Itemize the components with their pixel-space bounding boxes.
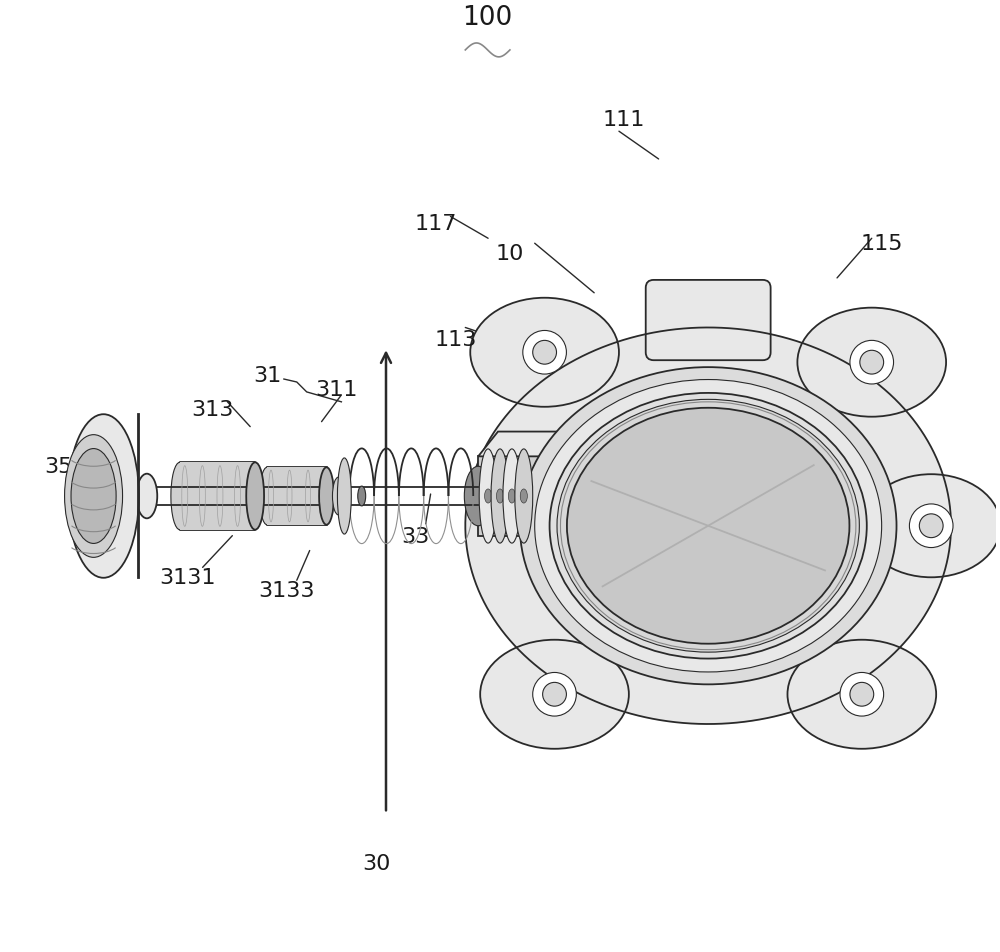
Polygon shape [180, 463, 255, 530]
Circle shape [533, 673, 576, 716]
Polygon shape [465, 328, 951, 724]
Ellipse shape [485, 489, 492, 504]
Ellipse shape [171, 463, 189, 530]
Ellipse shape [485, 328, 932, 724]
Text: 111: 111 [603, 110, 645, 130]
Ellipse shape [480, 640, 629, 749]
Polygon shape [478, 457, 562, 536]
Text: 313: 313 [191, 399, 234, 419]
Ellipse shape [550, 393, 867, 659]
Circle shape [523, 331, 566, 375]
Circle shape [919, 514, 943, 538]
Ellipse shape [260, 467, 274, 526]
Text: 30: 30 [362, 853, 390, 873]
Text: 117: 117 [414, 214, 457, 234]
Ellipse shape [496, 489, 504, 504]
Ellipse shape [557, 400, 859, 652]
Ellipse shape [797, 308, 946, 417]
Text: 113: 113 [434, 330, 477, 350]
Circle shape [860, 351, 884, 375]
Ellipse shape [520, 367, 897, 684]
Text: 115: 115 [860, 234, 903, 254]
Ellipse shape [358, 486, 366, 506]
Ellipse shape [68, 415, 139, 578]
Text: 311: 311 [315, 380, 358, 400]
Polygon shape [478, 432, 582, 457]
Circle shape [543, 683, 566, 706]
Text: 100: 100 [462, 5, 512, 31]
Circle shape [909, 505, 953, 548]
Ellipse shape [787, 640, 936, 749]
Ellipse shape [520, 489, 527, 504]
Ellipse shape [337, 459, 351, 534]
Text: 3131: 3131 [159, 567, 216, 587]
Ellipse shape [508, 489, 515, 504]
Ellipse shape [515, 449, 533, 544]
Circle shape [850, 341, 894, 385]
Circle shape [533, 341, 557, 365]
Ellipse shape [491, 449, 509, 544]
Ellipse shape [71, 449, 116, 544]
Ellipse shape [862, 475, 1000, 578]
Text: 10: 10 [496, 244, 524, 264]
Ellipse shape [479, 449, 497, 544]
Ellipse shape [246, 463, 264, 530]
Ellipse shape [464, 466, 492, 526]
Ellipse shape [65, 435, 123, 558]
Text: 33: 33 [402, 526, 430, 546]
Text: 31: 31 [253, 366, 281, 386]
Ellipse shape [567, 408, 849, 645]
Ellipse shape [136, 474, 157, 519]
Text: 35: 35 [45, 457, 73, 477]
Ellipse shape [503, 449, 521, 544]
Circle shape [850, 683, 874, 706]
Circle shape [840, 673, 884, 716]
Ellipse shape [535, 380, 882, 672]
Ellipse shape [470, 298, 619, 407]
Ellipse shape [332, 478, 344, 515]
Polygon shape [267, 467, 327, 526]
Ellipse shape [319, 467, 334, 526]
FancyBboxPatch shape [646, 281, 771, 361]
Text: 3133: 3133 [259, 581, 315, 601]
